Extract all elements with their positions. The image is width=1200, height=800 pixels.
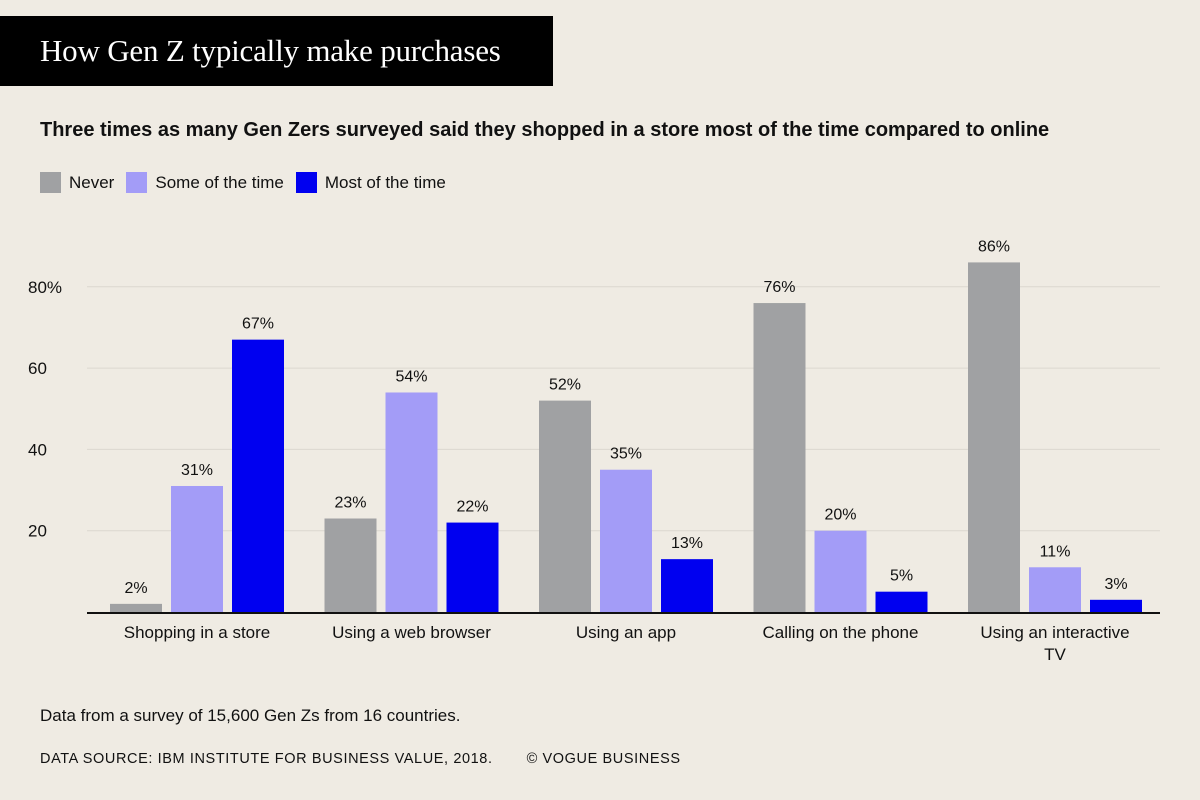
bar-value-label: 2% — [124, 580, 147, 597]
chart-subtitle: Three times as many Gen Zers surveyed sa… — [40, 119, 1050, 141]
bar-some-of-the-time — [814, 530, 867, 612]
bar-most-of-the-time — [1090, 599, 1142, 612]
bar-value-label: 67% — [242, 316, 274, 333]
bar-value-label: 20% — [824, 507, 856, 524]
chart-title: How Gen Z typically make purchases — [0, 16, 553, 86]
x-category-label: Using an interactive — [980, 623, 1129, 642]
legend-swatch-some-of-the-time — [126, 172, 148, 193]
bar-some-of-the-time — [600, 469, 652, 612]
bar-never — [110, 603, 162, 612]
legend-item-some-of-the-time: Some of the time — [126, 172, 284, 193]
y-tick-label: 80% — [28, 278, 62, 297]
legend-item-most-of-the-time: Most of the time — [295, 172, 446, 193]
legend-swatch-never — [40, 172, 61, 193]
bar-most-of-the-time — [232, 339, 284, 612]
legend-swatch-most-of-the-time — [295, 172, 317, 193]
y-tick-label: 40 — [28, 440, 47, 459]
bar-value-label: 31% — [181, 462, 213, 479]
survey-note: Data from a survey of 15,600 Gen Zs from… — [40, 706, 461, 725]
bar-some-of-the-time — [1029, 567, 1081, 612]
bar-value-label: 23% — [334, 495, 366, 512]
bar-value-label: 52% — [549, 377, 581, 394]
bar-most-of-the-time — [875, 591, 928, 612]
bar-value-label: 5% — [890, 568, 913, 585]
bar-value-label: 3% — [1104, 576, 1127, 593]
x-category-label: Using a web browser — [332, 623, 491, 642]
legend-label-never: Never — [69, 172, 115, 192]
x-category-label: Shopping in a store — [124, 623, 271, 642]
x-category-label: Using an app — [576, 623, 676, 642]
bar-value-label: 22% — [456, 499, 488, 516]
publisher-credit: © VOGUE BUSINESS — [526, 751, 681, 767]
source-line: DATA SOURCE: IBM INSTITUTE FOR BUSINESS … — [40, 751, 681, 767]
data-source: DATA SOURCE: IBM INSTITUTE FOR BUSINESS … — [40, 751, 493, 767]
bar-value-label: 11% — [1040, 543, 1071, 560]
y-tick-label: 60 — [28, 359, 47, 378]
legend: Never Some of the time Most of the time — [40, 172, 458, 193]
bar-some-of-the-time — [385, 392, 438, 612]
bar-never — [968, 262, 1020, 612]
legend-item-never: Never — [40, 172, 114, 193]
legend-label-some-of-the-time: Some of the time — [155, 172, 284, 192]
bar-value-label: 35% — [610, 446, 642, 463]
y-tick-label: 20 — [28, 522, 47, 541]
bar-value-label: 76% — [763, 279, 795, 296]
bar-most-of-the-time — [661, 559, 713, 612]
bar-never — [539, 400, 591, 612]
bar-never — [324, 518, 377, 612]
bar-most-of-the-time — [446, 522, 499, 612]
legend-label-most-of-the-time: Most of the time — [324, 172, 446, 192]
bar-value-label: 86% — [978, 238, 1010, 255]
bar-some-of-the-time — [171, 485, 223, 612]
x-category-label: Calling on the phone — [763, 623, 919, 642]
bar-value-label: 13% — [671, 535, 703, 552]
bar-value-label: 54% — [395, 368, 427, 385]
x-category-label: TV — [1044, 645, 1066, 664]
bar-never — [753, 303, 806, 612]
